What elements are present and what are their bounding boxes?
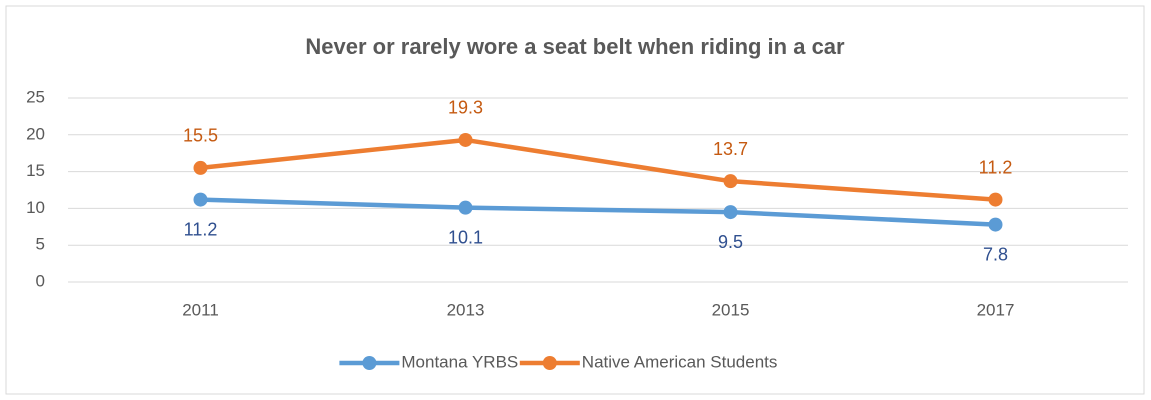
- data-label: 11.2: [184, 219, 218, 239]
- x-tick-label: 2017: [977, 300, 1015, 319]
- marker: [723, 205, 738, 220]
- marker: [723, 174, 738, 189]
- legend-marker: [542, 356, 557, 370]
- x-tick-label: 2011: [182, 300, 219, 319]
- y-tick-label: 15: [26, 161, 45, 180]
- y-tick-label: 20: [26, 124, 45, 143]
- legend-label: Montana YRBS: [401, 352, 518, 371]
- y-tick-label: 0: [36, 271, 45, 290]
- marker: [988, 217, 1003, 232]
- x-tick-label: 2015: [712, 300, 750, 319]
- marker: [458, 200, 473, 215]
- data-label: 15.5: [183, 126, 218, 146]
- legend-marker: [362, 356, 377, 370]
- marker: [988, 192, 1003, 207]
- series-line: [200, 197, 996, 227]
- legend-label: Native American Students: [582, 352, 778, 371]
- x-tick-label: 2013: [447, 300, 485, 319]
- y-tick-label: 25: [26, 87, 45, 106]
- data-label: 11.2: [979, 157, 1013, 177]
- marker: [193, 160, 208, 175]
- data-label: 9.5: [718, 232, 743, 252]
- data-label: 7.8: [983, 244, 1008, 264]
- data-label: 13.7: [713, 139, 748, 159]
- chart-title: Never or rarely wore a seat belt when ri…: [305, 34, 845, 59]
- series-line: [200, 137, 996, 202]
- marker: [193, 192, 208, 207]
- y-tick-label: 5: [36, 235, 45, 254]
- y-tick-label: 10: [26, 198, 45, 217]
- data-label: 19.3: [448, 98, 483, 118]
- data-label: 10.1: [448, 227, 483, 247]
- marker: [458, 132, 473, 147]
